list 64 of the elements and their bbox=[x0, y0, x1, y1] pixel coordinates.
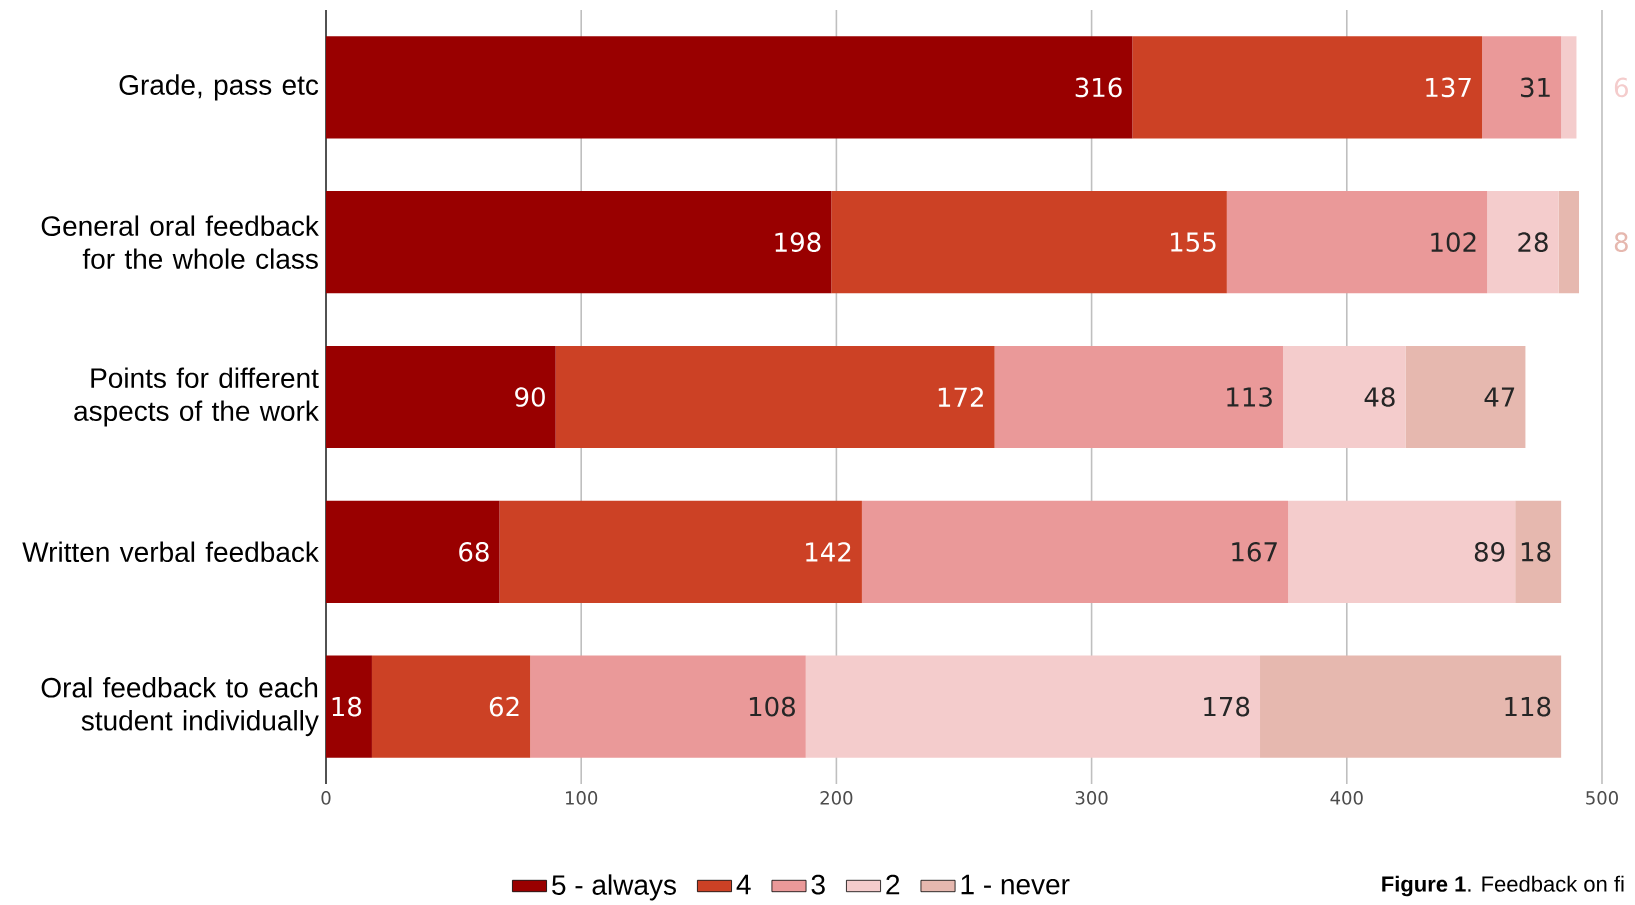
x-tick-label: 300 bbox=[1075, 791, 1108, 805]
legend-label: 1 - never bbox=[961, 874, 1070, 895]
data-label: 31 bbox=[1520, 77, 1550, 98]
data-label: 28 bbox=[1518, 232, 1548, 253]
x-tick-label: 200 bbox=[820, 791, 853, 805]
data-label: 48 bbox=[1364, 387, 1395, 407]
data-label: 142 bbox=[806, 542, 851, 562]
bar bbox=[1487, 191, 1559, 294]
bar bbox=[1561, 36, 1577, 139]
data-label: 198 bbox=[775, 232, 821, 253]
bar bbox=[371, 655, 531, 758]
bar bbox=[326, 36, 1133, 139]
data-label: 62 bbox=[489, 696, 519, 717]
bar bbox=[530, 655, 806, 758]
x-tick-label: 100 bbox=[566, 791, 598, 805]
data-label: 316 bbox=[1075, 77, 1122, 98]
bar bbox=[326, 191, 832, 294]
data-label: 137 bbox=[1426, 77, 1471, 98]
y-tick-label: Written verbal feedback bbox=[22, 541, 319, 563]
data-label: 118 bbox=[1505, 696, 1551, 717]
text: Figure 1. Feedback on fi bbox=[1382, 875, 1624, 897]
data-label: 108 bbox=[749, 696, 795, 717]
data-label: 172 bbox=[938, 387, 983, 407]
legend-label: 3 bbox=[811, 874, 825, 895]
data-label: 89 bbox=[1474, 541, 1505, 562]
data-label: 90 bbox=[515, 387, 545, 407]
bar bbox=[499, 500, 862, 603]
bar bbox=[1405, 345, 1526, 449]
bar bbox=[326, 500, 500, 603]
data-label: 178 bbox=[1204, 696, 1250, 717]
legend-label: 5 - always bbox=[552, 874, 676, 901]
bar bbox=[1558, 191, 1580, 294]
y-tick-label: Points for different aspects of the work bbox=[74, 367, 319, 427]
bar bbox=[831, 191, 1227, 294]
bar bbox=[326, 655, 372, 758]
x-tick-label: 0 bbox=[321, 791, 331, 805]
legend-label: 2 bbox=[886, 874, 900, 895]
data-label: 18 bbox=[1521, 541, 1551, 562]
bar bbox=[326, 345, 556, 449]
bar bbox=[1260, 655, 1562, 758]
data-label: 8 bbox=[1614, 232, 1628, 253]
bar bbox=[1282, 345, 1406, 449]
bar bbox=[1132, 36, 1483, 139]
data-label: 155 bbox=[1171, 232, 1216, 252]
data-label: 102 bbox=[1431, 232, 1476, 253]
x-tick-label: 500 bbox=[1586, 791, 1618, 805]
bar bbox=[1515, 500, 1562, 603]
data-label: 18 bbox=[332, 696, 362, 717]
y-tick-label: Grade, pass etc bbox=[119, 74, 319, 101]
y-tick-label: Oral feedback to each student individually bbox=[41, 677, 319, 737]
data-label: 47 bbox=[1484, 387, 1515, 407]
y-tick-label: General oral feedback for the whole class bbox=[41, 215, 319, 269]
data-label: 68 bbox=[459, 541, 489, 562]
bar bbox=[1482, 36, 1562, 139]
bar bbox=[1288, 500, 1516, 603]
legend-label: 4 bbox=[736, 874, 751, 895]
bar bbox=[1226, 191, 1488, 294]
bar bbox=[994, 345, 1283, 449]
bar bbox=[861, 500, 1289, 603]
data-label: 113 bbox=[1227, 387, 1272, 407]
bar bbox=[555, 345, 995, 449]
x-tick-label: 400 bbox=[1330, 791, 1363, 805]
data-label: 167 bbox=[1232, 541, 1277, 562]
bar bbox=[805, 655, 1261, 758]
